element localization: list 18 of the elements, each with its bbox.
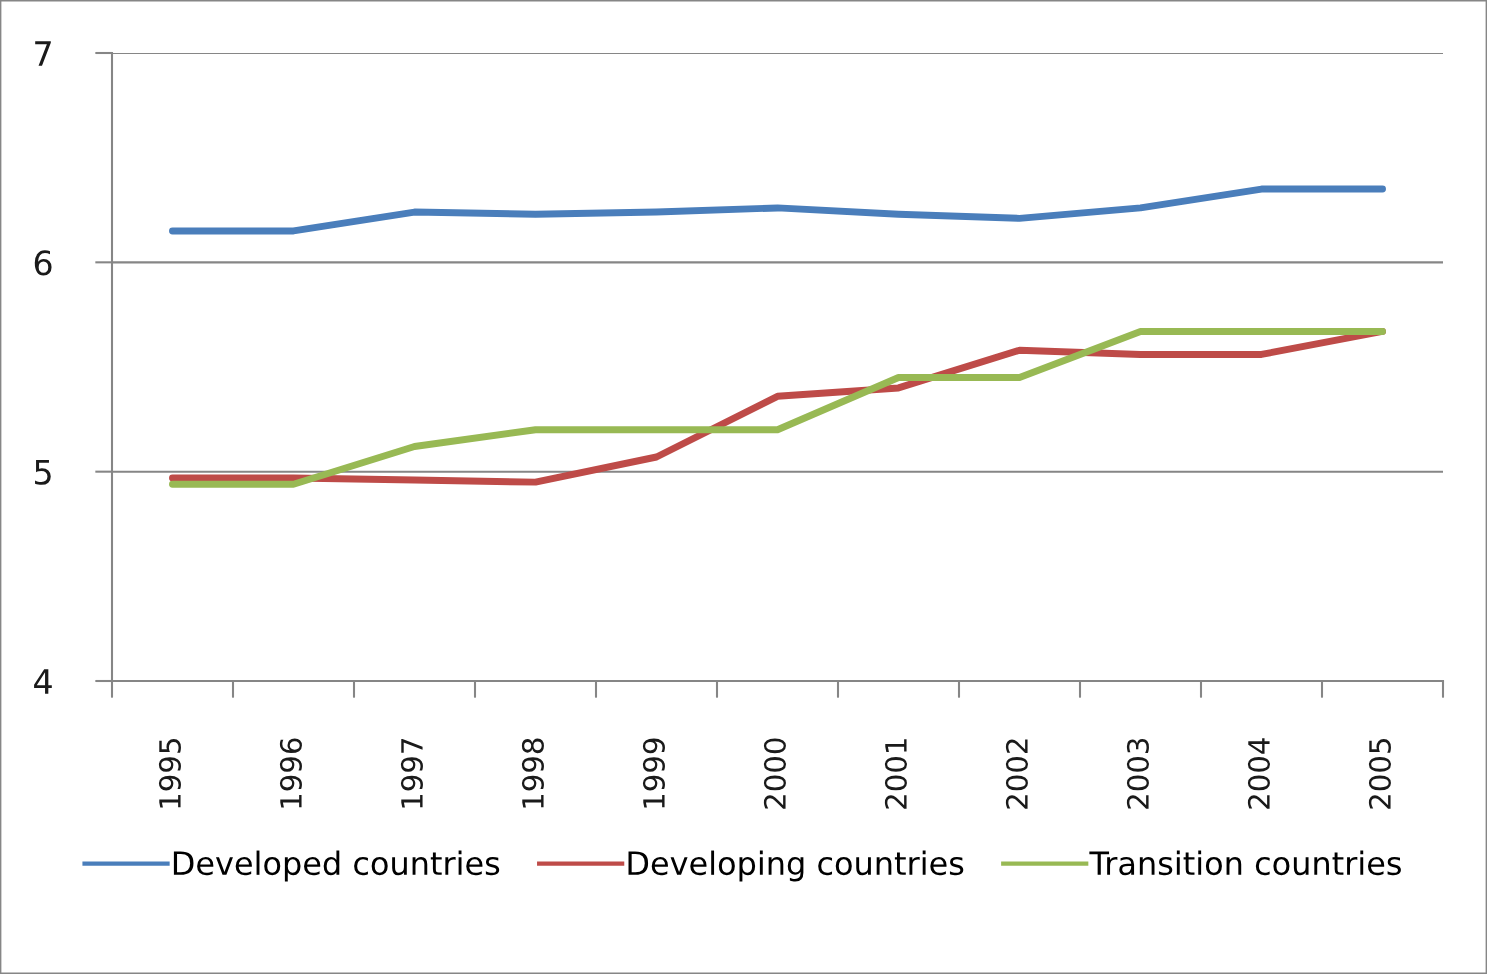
- x-tick-label: 1997: [400, 739, 423, 808]
- y-tick-label: 6: [34, 250, 52, 276]
- x-tick-label: 1998: [521, 738, 544, 808]
- x-tick-label: 1999: [642, 738, 665, 808]
- x-tick-label: 1996: [279, 738, 302, 808]
- x-tick-label: 2004: [1247, 738, 1270, 809]
- x-tick-label: 2000: [763, 738, 786, 809]
- y-tick-label: 5: [35, 460, 51, 485]
- x-tick-label: 2002: [1005, 739, 1028, 809]
- x-tick-label: 2005: [1368, 739, 1391, 809]
- legend-label: Developing countries: [628, 850, 964, 882]
- x-tick-label: 1995: [158, 739, 181, 808]
- x-tick-label: 2003: [1126, 738, 1149, 809]
- legend-label: Transition countries: [1089, 850, 1401, 876]
- legend-label: Developed countries: [173, 850, 500, 882]
- y-tick-label: 7: [35, 41, 51, 66]
- y-tick-label: 4: [34, 669, 52, 694]
- x-tick-label: 2001: [884, 739, 907, 809]
